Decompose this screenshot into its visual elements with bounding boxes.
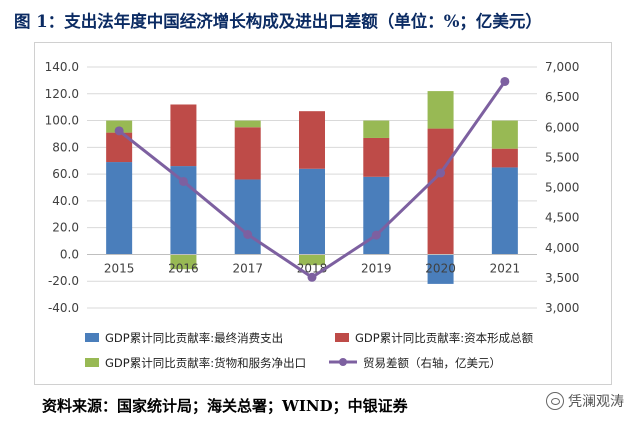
chart-container: 140.0 120.0 100.0 80.0 60.0 40.0 20.0 0.0 -20.0 -… — [34, 42, 612, 385]
y2-tick-label: 5,000 — [545, 181, 579, 195]
bar-capital — [170, 104, 197, 167]
trade-balance-point — [243, 229, 253, 239]
x-tick-label: 2016 — [168, 261, 199, 275]
y2-tick-label: 7,000 — [545, 60, 579, 74]
bar-capital — [427, 128, 454, 255]
brand-name: 凭澜观涛 — [568, 394, 624, 410]
y-tick-label: -40.0 — [48, 301, 79, 315]
y2-tick-label: 3,000 — [545, 301, 579, 315]
bar-capital — [299, 111, 325, 169]
legend-label: 贸易差额（右轴，亿美元） — [363, 356, 501, 370]
y-tick-label: 120.0 — [45, 87, 79, 101]
y-tick-label: 20.0 — [52, 221, 79, 235]
bar-net_exports — [363, 120, 390, 138]
x-tick-label: 2019 — [361, 261, 392, 275]
figure-title: 图 1：支出法年度中国经济增长构成及进出口差额（单位：%；亿美元） — [14, 12, 542, 31]
y2-tick-label: 4,000 — [545, 241, 579, 255]
bar-capital — [491, 148, 518, 168]
legend-label: GDP累计同比贡献率:最终消费支出 — [105, 331, 283, 345]
y-tick-label: 100.0 — [45, 114, 79, 128]
bar-capital — [363, 137, 390, 177]
x-tick-label: 2020 — [425, 261, 456, 275]
bar-consumption — [299, 168, 325, 255]
source-note: 资料来源：国家统计局；海关总署；WIND；中银证券 — [42, 397, 408, 415]
y-tick-label: 60.0 — [52, 167, 79, 181]
y2-tick-label: 6,500 — [545, 90, 579, 104]
brand-watermark: 凭澜观涛 — [546, 391, 624, 411]
y2-tick-label: 4,500 — [545, 211, 579, 225]
bar-consumption — [106, 162, 133, 255]
bar-capital — [234, 127, 261, 180]
x-tick-label: 2015 — [104, 261, 135, 275]
x-tick-label: 2017 — [232, 261, 263, 275]
y-tick-label: 140.0 — [45, 60, 79, 74]
bar-net_exports — [170, 254, 197, 270]
y-tick-label: 40.0 — [52, 194, 79, 208]
legend-swatch — [85, 358, 99, 367]
x-tick-label: 2021 — [490, 261, 521, 275]
bar-net_exports — [299, 254, 325, 266]
legend-swatch — [85, 333, 99, 342]
trade-balance-point — [307, 272, 317, 282]
bar-net_exports — [427, 91, 454, 129]
bar-net_exports — [491, 120, 518, 149]
wechat-logo-icon — [546, 392, 564, 410]
legend-swatch — [335, 333, 349, 342]
legend-swatch-marker — [339, 358, 347, 366]
trade-balance-point — [371, 230, 381, 240]
chart-svg: 140.0 120.0 100.0 80.0 60.0 40.0 20.0 0.0 -20.0 -… — [45, 60, 580, 370]
bar-consumption — [234, 179, 261, 255]
legend-label: GDP累计同比贡献率:货物和服务净出口 — [105, 356, 306, 370]
bar-consumption — [491, 167, 518, 255]
y-tick-label: 80.0 — [52, 140, 79, 154]
y-tick-label: 0.0 — [60, 247, 79, 261]
trade-balance-point — [178, 176, 188, 186]
legend-label: GDP累计同比贡献率:资本形成总额 — [355, 331, 534, 345]
y-tick-label: -20.0 — [48, 274, 79, 288]
trade-balance-point — [114, 126, 124, 136]
y2-tick-label: 3,500 — [545, 271, 579, 285]
y2-tick-label: 6,000 — [545, 120, 579, 134]
trade-balance-point — [500, 76, 510, 86]
trade-balance-point — [436, 168, 446, 178]
bar-net_exports — [234, 120, 261, 128]
y2-tick-label: 5,500 — [545, 150, 579, 164]
bar-consumption — [427, 254, 454, 284]
